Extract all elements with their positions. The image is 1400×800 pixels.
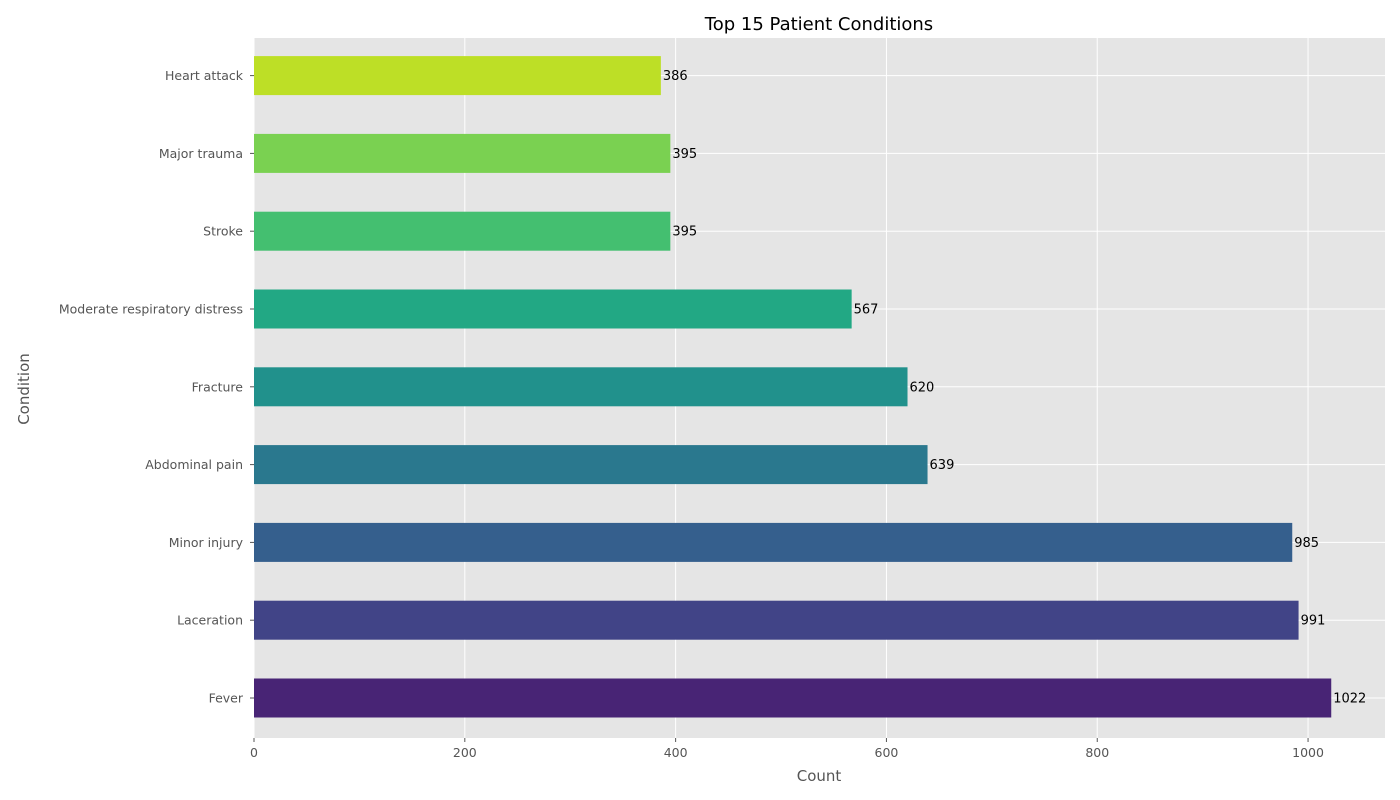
x-tick-label: 0 — [250, 745, 258, 760]
bar — [254, 56, 661, 96]
chart-title: Top 15 Patient Conditions — [704, 14, 933, 35]
x-tick-label: 800 — [1085, 745, 1109, 760]
x-axis-label: Count — [797, 767, 842, 785]
y-tick-label: Heart attack — [165, 68, 244, 83]
y-tick-label: Fracture — [192, 379, 244, 394]
bar-value-label: 639 — [930, 458, 955, 473]
y-tick-label: Abdominal pain — [145, 457, 243, 472]
bar-value-label: 386 — [663, 69, 688, 84]
bar-value-label: 620 — [910, 380, 935, 395]
bar — [254, 289, 852, 329]
x-ticks: 0 200 400 600 800 1000 — [250, 738, 1324, 760]
bar — [254, 678, 1332, 718]
bar-value-label: 567 — [854, 303, 879, 318]
bar — [254, 133, 671, 173]
data-labels: 1022 991 985 639 620 567 395 395 386 — [663, 69, 1366, 706]
y-axis-label: Condition — [15, 353, 33, 425]
bar-value-label: 985 — [1294, 536, 1319, 551]
x-tick-label: 400 — [664, 745, 688, 760]
bar-value-label: 395 — [672, 147, 697, 162]
x-tick-label: 600 — [875, 745, 899, 760]
bar-value-label: 395 — [672, 225, 697, 240]
y-tick-label: Laceration — [177, 613, 243, 628]
bar-value-label: 991 — [1301, 614, 1326, 629]
y-tick-label: Fever — [209, 691, 244, 706]
y-tick-label: Major trauma — [159, 146, 243, 161]
x-tick-label: 1000 — [1292, 745, 1324, 760]
y-tick-label: Moderate respiratory distress — [59, 302, 243, 317]
y-ticks: Fever Laceration Minor injury Abdominal pai… — [59, 68, 254, 706]
bar-value-label: 1022 — [1333, 692, 1366, 707]
bar — [254, 600, 1299, 640]
bar — [254, 211, 671, 251]
bar — [254, 445, 928, 485]
bar — [254, 367, 908, 407]
bars — [254, 56, 1332, 718]
x-tick-label: 200 — [453, 745, 477, 760]
bar — [254, 522, 1293, 562]
y-tick-label: Minor injury — [169, 535, 244, 550]
y-tick-label: Stroke — [203, 224, 243, 239]
